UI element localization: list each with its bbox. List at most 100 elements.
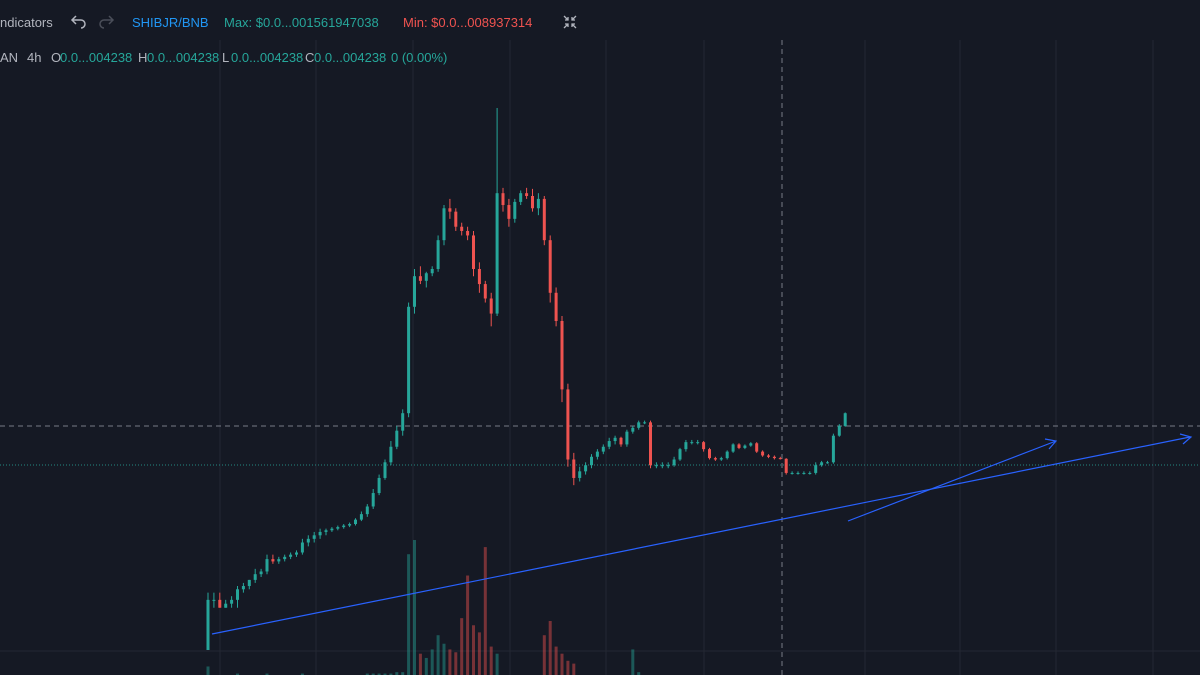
- indicators-button[interactable]: ndicators: [0, 15, 53, 30]
- candle-body: [548, 240, 552, 293]
- candle-body: [359, 514, 363, 520]
- candle-body: [336, 527, 340, 529]
- volume-bar: [542, 635, 546, 675]
- candle-body: [702, 442, 706, 450]
- candle-body: [778, 458, 782, 460]
- volume-bar: [454, 652, 458, 675]
- chart-grid: [0, 40, 1200, 675]
- candle-body: [330, 528, 334, 531]
- legend-high-label: H: [138, 50, 148, 65]
- redo-icon[interactable]: [97, 13, 115, 29]
- candle-body: [572, 459, 576, 478]
- volume-bar: [442, 643, 446, 675]
- volume-bar: [377, 673, 381, 675]
- legend-open-value: 0.0...004238: [60, 50, 133, 65]
- candle-body: [300, 542, 304, 553]
- candle-body: [401, 413, 405, 431]
- candle-body: [531, 195, 534, 209]
- candle-body: [672, 459, 676, 466]
- candle-body: [755, 443, 759, 452]
- volume-bar: [206, 666, 210, 675]
- candle-body: [631, 427, 635, 432]
- volume-bar: [495, 653, 499, 675]
- trendline-short: [847, 440, 1057, 522]
- candle-body: [271, 559, 275, 562]
- candle-body: [442, 208, 446, 241]
- candle-body: [212, 599, 216, 601]
- volume-bars: [206, 540, 641, 675]
- candle-body: [501, 193, 505, 206]
- candle-body: [318, 531, 322, 536]
- candle-body: [660, 465, 664, 467]
- candle-body: [772, 456, 776, 459]
- candle-body: [743, 445, 747, 448]
- candle-body: [389, 446, 393, 463]
- candle-body: [230, 599, 234, 604]
- candle-body: [831, 435, 835, 463]
- volume-bar: [265, 673, 269, 675]
- volume-bar: [413, 540, 416, 675]
- candle-body: [554, 292, 558, 322]
- candle-body: [654, 465, 658, 467]
- candle-body: [649, 422, 652, 466]
- candle-body: [536, 198, 540, 209]
- legend-interval[interactable]: 4h: [27, 50, 42, 65]
- drawings-layer: [211, 433, 1193, 635]
- trendline-long: [211, 436, 1191, 635]
- candle-body: [342, 525, 346, 528]
- volume-bar: [395, 672, 399, 675]
- candle-body: [731, 444, 735, 452]
- candle-body: [407, 306, 411, 414]
- candle-body: [713, 458, 717, 460]
- candle-body: [383, 462, 387, 478]
- candle-body: [590, 456, 593, 466]
- candle-body: [259, 571, 263, 575]
- candle-body: [454, 211, 458, 227]
- candle-body: [236, 589, 239, 600]
- volume-bar: [236, 673, 239, 675]
- volume-bar: [572, 663, 576, 675]
- legend-open-label: O: [51, 50, 62, 65]
- candle-body: [601, 446, 605, 452]
- volume-bar: [448, 649, 452, 675]
- chart-toolbar: ndicators SHIBJR/BNB Max: $0.0...0015619…: [0, 4, 1200, 38]
- candle-body: [696, 442, 700, 444]
- candle-body: [678, 449, 682, 460]
- candle-body: [595, 451, 599, 457]
- volume-bar: [637, 672, 641, 675]
- candle-body: [312, 535, 316, 539]
- collapse-icon[interactable]: [562, 14, 578, 30]
- candle-body: [365, 506, 369, 515]
- candle-body: [253, 574, 257, 580]
- undo-icon[interactable]: [70, 13, 88, 29]
- candle-body: [489, 298, 493, 314]
- candle-body: [625, 431, 629, 445]
- symbol-label[interactable]: SHIBJR/BNB: [132, 15, 209, 30]
- candle-body: [690, 442, 694, 444]
- candle-body: [578, 471, 582, 478]
- candle-body: [749, 443, 753, 446]
- trendline-short-arrowhead: [1044, 438, 1058, 450]
- volume-bar: [300, 673, 304, 675]
- candle-body: [472, 235, 475, 269]
- candle-body: [289, 554, 293, 557]
- ohlc-legend: AN 4h O 0.0...004238 H 0.0...004238 L 0.…: [0, 50, 600, 68]
- candle-body: [430, 268, 434, 274]
- candle-body: [495, 193, 499, 314]
- candle-body: [448, 208, 452, 212]
- min-price-label: Min: $0.0...008937314: [403, 15, 533, 30]
- volume-bar: [566, 660, 570, 675]
- trendline-long-arrowhead: [1179, 433, 1193, 445]
- candle-body: [413, 276, 416, 307]
- legend-low-label: L: [222, 50, 230, 65]
- candle-body: [525, 193, 529, 196]
- volume-bar: [383, 673, 387, 675]
- candle-body: [507, 205, 511, 219]
- candle-body: [837, 425, 841, 436]
- candle-body: [466, 230, 470, 236]
- candle-body: [566, 389, 570, 460]
- candle-body: [436, 240, 440, 269]
- candle-body: [247, 579, 251, 587]
